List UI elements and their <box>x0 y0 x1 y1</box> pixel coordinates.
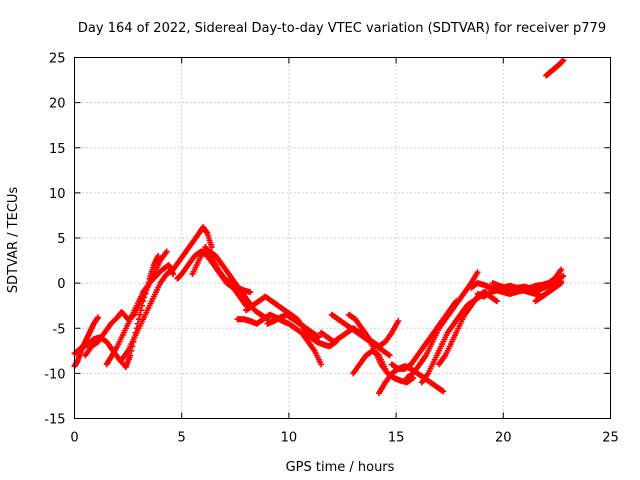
y-tick-label: -15 <box>44 413 65 428</box>
series-arc-9 <box>234 311 325 368</box>
data-point <box>95 314 102 321</box>
x-tick-label: 5 <box>178 431 186 446</box>
data-point <box>557 279 564 286</box>
data-point <box>315 334 322 341</box>
data-point <box>318 361 325 368</box>
series-arc-4 <box>103 262 177 368</box>
tick-layer: 0 5 10 15 20 25 -15 -10 -5 0 5 10 15 20 25 <box>44 52 619 446</box>
series-arc-25 <box>543 57 567 79</box>
data-point <box>474 269 481 276</box>
data-point <box>163 248 170 255</box>
x-tick-label: 20 <box>495 431 512 446</box>
series-arc-24 <box>532 278 565 305</box>
x-tick-label: 10 <box>281 431 298 446</box>
y-tick-label: -5 <box>53 322 66 337</box>
y-tick-label: -10 <box>44 367 65 382</box>
data-point <box>136 311 143 318</box>
y-tick-label: 0 <box>57 277 65 292</box>
chart-title: Day 164 of 2022, Sidereal Day-to-day VTE… <box>78 21 606 36</box>
y-tick-label: 20 <box>49 97 66 112</box>
series-arc-13 <box>328 311 393 359</box>
data-point <box>382 365 389 372</box>
series-arc-20 <box>435 289 500 368</box>
data-point <box>560 57 567 64</box>
data-point <box>440 388 447 395</box>
data-point <box>560 272 567 279</box>
data-point <box>558 278 565 285</box>
data-point <box>493 298 500 305</box>
data-point <box>208 244 215 251</box>
series-arc-23 <box>489 272 567 294</box>
y-tick-label: 10 <box>49 187 66 202</box>
series-arc-11 <box>264 311 322 341</box>
x-tick-label: 15 <box>388 431 405 446</box>
y-tick-label: 15 <box>49 142 66 157</box>
series-arc-8 <box>206 248 271 323</box>
data-point <box>386 352 393 359</box>
data-point <box>558 266 565 273</box>
y-tick-label: 25 <box>49 52 66 67</box>
data-point <box>127 352 134 359</box>
x-axis-label: GPS time / hours <box>286 460 395 475</box>
data-point <box>155 253 162 260</box>
x-tick-label: 25 <box>602 431 619 446</box>
series-arc-3 <box>82 248 170 359</box>
series-arc-5 <box>118 224 215 363</box>
y-axis-label: SDTVAR / TECUs <box>6 187 21 294</box>
data-points-layer <box>71 57 567 397</box>
grid-layer <box>74 57 611 419</box>
data-point <box>247 289 254 296</box>
x-tick-label: 0 <box>70 431 78 446</box>
series-arc-15 <box>350 347 389 377</box>
y-tick-label: 5 <box>57 232 65 247</box>
series-arc-18 <box>403 269 481 381</box>
data-point <box>395 318 402 325</box>
